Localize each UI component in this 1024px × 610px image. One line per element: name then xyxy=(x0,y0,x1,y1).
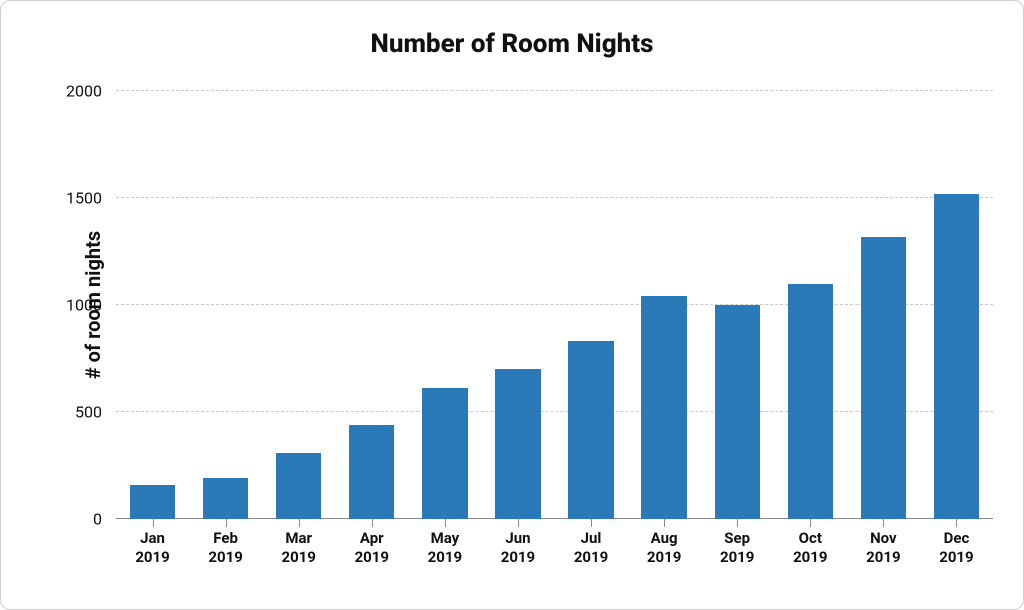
x-axis-label: Feb2019 xyxy=(189,529,262,567)
x-axis-label-year: 2019 xyxy=(555,548,628,567)
x-axis-label-month: Oct xyxy=(799,529,822,547)
x-axis-label-year: 2019 xyxy=(628,548,701,567)
x-axis-label-month: Jul xyxy=(581,529,602,547)
x-axis-label: Mar2019 xyxy=(262,529,335,567)
x-axis-label-month: Nov xyxy=(870,529,897,547)
bar xyxy=(641,296,686,519)
x-tick xyxy=(737,519,738,527)
x-axis-label: Aug2019 xyxy=(628,529,701,567)
gridline xyxy=(116,90,993,91)
x-axis-label-month: Feb xyxy=(213,529,238,547)
x-tick xyxy=(664,519,665,527)
bar xyxy=(349,425,394,519)
x-axis-label-year: 2019 xyxy=(920,548,993,567)
bar xyxy=(130,485,175,519)
y-tick-label: 2000 xyxy=(56,82,116,101)
x-axis-label: Jun2019 xyxy=(481,529,554,567)
x-axis-label: Jan2019 xyxy=(116,529,189,567)
x-tick xyxy=(591,519,592,527)
bar xyxy=(495,369,540,519)
gridline xyxy=(116,197,993,198)
x-axis-label: May2019 xyxy=(408,529,481,567)
y-tick-label: 1000 xyxy=(56,296,116,315)
x-tick xyxy=(810,519,811,527)
x-axis-label-month: Mar xyxy=(285,529,312,547)
x-axis-label-year: 2019 xyxy=(847,548,920,567)
chart-container: Number of Room Nights # of room nights 0… xyxy=(0,0,1024,610)
x-axis-label-month: Aug xyxy=(651,529,678,547)
x-axis-label-year: 2019 xyxy=(262,548,335,567)
bar xyxy=(422,388,467,519)
x-tick xyxy=(299,519,300,527)
bar xyxy=(715,305,760,519)
x-axis-label: Sep2019 xyxy=(701,529,774,567)
bar xyxy=(276,453,321,519)
x-axis-label-year: 2019 xyxy=(481,548,554,567)
x-tick xyxy=(226,519,227,527)
bar xyxy=(934,194,979,519)
x-axis-label-month: Jan xyxy=(140,529,165,547)
x-axis-label: Dec2019 xyxy=(920,529,993,567)
x-axis-label-year: 2019 xyxy=(116,548,189,567)
x-axis-label-year: 2019 xyxy=(189,548,262,567)
x-axis-label-month: Jun xyxy=(505,529,530,547)
x-axis-label-year: 2019 xyxy=(774,548,847,567)
x-axis-label-month: Sep xyxy=(724,529,750,547)
bar xyxy=(788,284,833,519)
x-axis-label-month: Apr xyxy=(360,529,384,547)
x-tick xyxy=(372,519,373,527)
x-axis-label-month: Dec xyxy=(944,529,970,547)
x-axis-label: Apr2019 xyxy=(335,529,408,567)
x-axis-label: Nov2019 xyxy=(847,529,920,567)
x-tick xyxy=(518,519,519,527)
x-axis-label-year: 2019 xyxy=(408,548,481,567)
bar xyxy=(861,237,906,519)
x-tick xyxy=(445,519,446,527)
x-tick xyxy=(153,519,154,527)
y-tick-label: 500 xyxy=(56,403,116,422)
bar xyxy=(203,478,248,519)
x-axis-label-month: May xyxy=(431,529,460,547)
bar xyxy=(568,341,613,519)
x-axis-label-year: 2019 xyxy=(701,548,774,567)
x-tick xyxy=(956,519,957,527)
x-axis-label-year: 2019 xyxy=(335,548,408,567)
chart-title: Number of Room Nights xyxy=(1,29,1023,59)
x-axis-label: Oct2019 xyxy=(774,529,847,567)
y-tick-label: 1500 xyxy=(56,189,116,208)
y-tick-label: 0 xyxy=(56,510,116,529)
x-tick xyxy=(883,519,884,527)
x-axis-label: Jul2019 xyxy=(555,529,628,567)
plot-area: 0500100015002000 xyxy=(116,91,993,519)
x-axis-labels: Jan2019Feb2019Mar2019Apr2019May2019Jun20… xyxy=(116,529,993,579)
